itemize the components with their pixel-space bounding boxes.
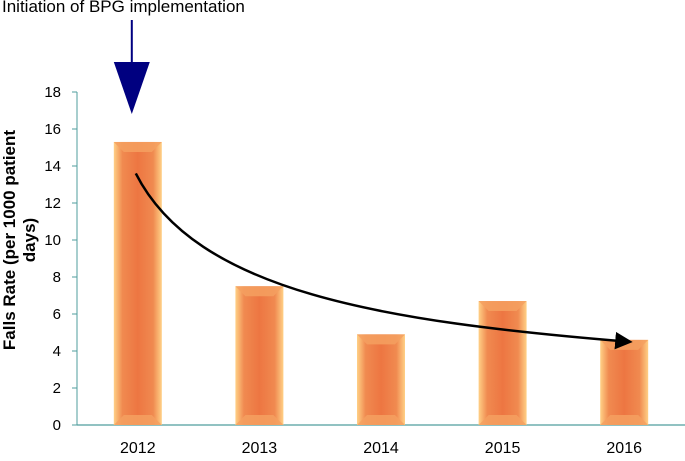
y-tick-label: 12 [44,195,61,212]
y-tick-label: 18 [44,84,61,101]
bar-bevel-top [478,301,527,312]
bar-2013 [235,286,284,425]
bar-bevel-bottom [235,415,284,425]
bar-2016 [600,339,649,425]
bar-bevel-bottom [357,415,405,425]
x-tick-label: 2016 [606,440,642,457]
y-tick-label: 2 [53,380,61,397]
bar-bevel-bottom [113,415,162,425]
bar-2012 [113,141,162,425]
y-tick-label: 14 [44,158,61,175]
x-tick-label: 2013 [242,440,278,457]
bar-bevel-top [357,334,405,345]
y-tick-label: 6 [53,306,61,323]
bar-bevel-top [113,141,162,152]
y-tick-label: 0 [53,417,61,434]
annotation-text: Initiation of BPG implementation [2,0,245,16]
y-tick-label: 4 [53,343,61,360]
y-tick-label: 16 [44,121,61,138]
annotation-arrow-head [113,62,150,114]
bar-2015 [478,301,527,425]
x-tick-label: 2014 [363,440,399,457]
bar-bevel-top [235,286,284,297]
bar-2014 [357,334,405,425]
bar-bevel-bottom [600,415,649,425]
x-tick-label: 2012 [120,440,156,457]
y-tick-label: 10 [44,232,61,249]
y-tick-label: 8 [53,269,61,286]
bar-bevel-bottom [478,415,527,425]
trend-arrow [134,172,633,350]
x-tick-label: 2015 [485,440,521,457]
